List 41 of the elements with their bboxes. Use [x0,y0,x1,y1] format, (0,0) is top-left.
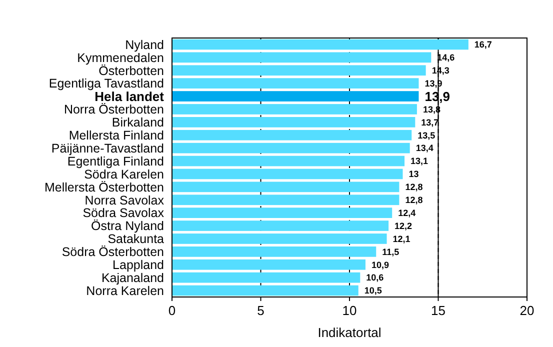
y-tick-label: Södra Savolax [82,206,165,220]
data-label: 12,4 [398,208,416,218]
data-label: 10,9 [371,260,390,270]
data-label: 10,6 [366,272,384,283]
y-tick-label: Kymmenedalen [77,50,164,65]
y-tick-label: Hela landet [94,88,165,104]
y-tick-label: Österbotten [98,64,164,78]
y-tick-label: Egentliga Finland [67,154,164,168]
y-tick-label: Birkaland [112,116,164,130]
y-tick-label: Norra Karelen [86,284,164,298]
y-tick-label: Egentliga Tavastland [48,76,164,91]
y-tick-label: Kajanaland [101,270,164,285]
data-label: 13,4 [416,143,434,154]
y-tick-label: Östra Nyland [91,219,164,234]
y-tick-label: Lappland [112,258,164,272]
data-label: 12,2 [394,220,412,231]
y-tick-label: Satakunta [108,232,164,246]
y-tick-label: Päijänne-Tavastland [51,141,164,156]
data-label: 16,7 [474,40,492,50]
y-tick-label: Södra Karelen [84,167,164,182]
x-axis-title: Indikatortal [318,325,382,340]
x-tick-label: 5 [257,303,264,318]
data-label: 13,7 [421,117,439,128]
data-label: 12,8 [405,182,423,192]
data-label: 13,5 [418,130,436,140]
x-tick-label: 20 [520,303,534,318]
y-tick-label: Södra Österbotten [62,245,164,260]
x-tick-label: 0 [168,303,176,318]
y-tick-label: Norra Österbotten [64,102,164,117]
y-tick-label: Mellersta Finland [68,128,164,142]
data-label: 11,5 [382,246,400,257]
y-tick-label: Nyland [125,38,164,52]
data-label: 13 [408,169,419,180]
y-tick-label: Norra Savolax [84,193,165,208]
y-tick-label: Mellersta Österbotten [44,180,164,194]
x-tick-label: 10 [342,303,357,318]
data-label: 13,1 [410,156,428,166]
data-label: 12,1 [392,234,410,244]
x-tick-label: 15 [431,303,446,318]
data-label: 10,5 [364,286,382,296]
data-label: 12,8 [405,195,423,206]
